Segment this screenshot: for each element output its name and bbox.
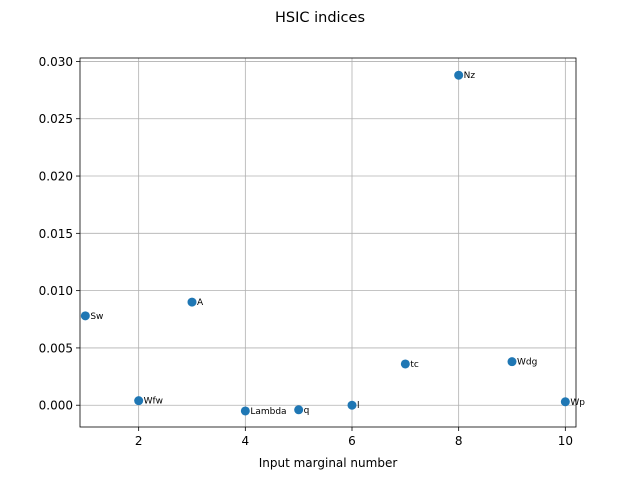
x-tick-label: 2 (135, 434, 143, 448)
x-tick-label: 10 (558, 434, 573, 448)
data-point (240, 406, 250, 416)
data-point (560, 397, 570, 407)
y-tick-label: 0.005 (39, 341, 73, 355)
data-point (347, 400, 357, 410)
data-point (187, 297, 197, 307)
data-point (80, 311, 90, 321)
point-label: Sw (90, 312, 103, 322)
data-point (134, 396, 144, 406)
point-label: Lambda (250, 407, 286, 417)
plot-frame (79, 57, 577, 428)
axes-layer: 2 4 6 8 10 0.000 0.005 0.010 0.015 0.020 0.025 0.03… (39, 55, 577, 448)
point-label: l (357, 401, 360, 411)
point-label: Wp (570, 398, 585, 408)
y-tick-label: 0.025 (39, 112, 73, 126)
chart-title: HSIC indices (275, 10, 365, 26)
data-point (400, 359, 410, 369)
data-point (454, 70, 464, 80)
y-tick-label: 0.015 (39, 227, 73, 241)
data-point (507, 357, 517, 367)
point-label: A (197, 298, 204, 308)
y-tick-label: 0.020 (39, 170, 73, 184)
x-axis-label: Input marginal number (259, 456, 398, 470)
point-label: Nz (464, 71, 476, 81)
x-tick-label: 4 (242, 434, 250, 448)
point-label: tc (410, 360, 419, 370)
point-label: q (304, 406, 310, 416)
point-label: Wdg (517, 358, 537, 368)
y-tick-label: 0.000 (39, 399, 73, 413)
x-tick-label: 6 (348, 434, 356, 448)
labels-layer: Sw Wfw A Lambda q l tc Nz Wdg Wp (90, 71, 585, 417)
x-tick-label: 8 (455, 434, 463, 448)
grid-layer (80, 58, 576, 427)
points-layer (80, 70, 570, 416)
y-tick-label: 0.010 (39, 284, 73, 298)
data-point (294, 405, 304, 415)
point-label: Wfw (144, 397, 163, 407)
y-tick-label: 0.030 (39, 55, 73, 69)
